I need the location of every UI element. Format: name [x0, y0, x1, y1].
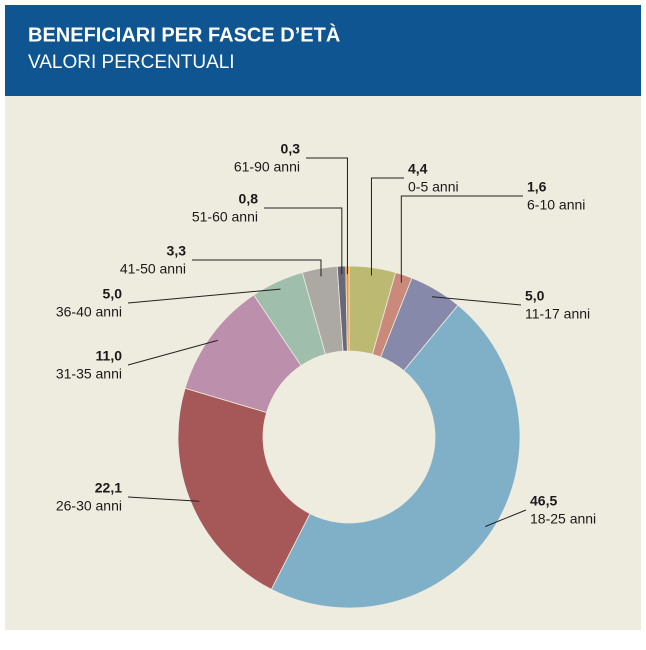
category-label: 11-17 anni [525, 306, 590, 322]
header-band [5, 5, 641, 96]
value-label: 0,8 [239, 191, 259, 207]
leader-line [370, 177, 404, 276]
leader-line [264, 207, 343, 275]
value-label: 11,0 [96, 348, 123, 364]
value-label: 1,6 [527, 179, 547, 195]
category-label: 51-60 anni [192, 209, 258, 225]
donut-slice [345, 265, 350, 352]
donut-slice [177, 387, 311, 590]
chart-title: BENEFICIARI PER FASCE D’ETÀ [28, 23, 340, 46]
leader-line [127, 288, 281, 304]
value-label: 46,5 [530, 493, 557, 509]
value-label: 4,4 [408, 161, 428, 177]
category-label: 26-30 anni [56, 498, 122, 514]
leader-line [485, 509, 527, 527]
category-label: 31-35 anni [56, 366, 122, 382]
category-label: 18-25 anni [530, 511, 596, 527]
donut-slice [270, 304, 521, 609]
value-label: 3,3 [167, 243, 187, 259]
value-label: 0,3 [281, 141, 301, 157]
leader-line [431, 296, 522, 306]
leader-line [306, 157, 348, 275]
leader-line [192, 259, 322, 277]
leader-line [400, 195, 523, 283]
value-label: 22,1 [95, 480, 122, 496]
leader-line [127, 496, 200, 502]
category-label: 41-50 anni [120, 261, 186, 277]
leader-line [127, 339, 218, 366]
category-label: 61-90 anni [234, 159, 300, 175]
category-label: 36-40 anni [56, 304, 122, 320]
category-label: 6-10 anni [527, 197, 585, 213]
value-label: 5,0 [103, 286, 123, 302]
value-label: 5,0 [525, 288, 545, 304]
category-label: 0-5 anni [408, 179, 459, 195]
chart-subtitle: VALORI PERCENTUALI [28, 52, 235, 73]
